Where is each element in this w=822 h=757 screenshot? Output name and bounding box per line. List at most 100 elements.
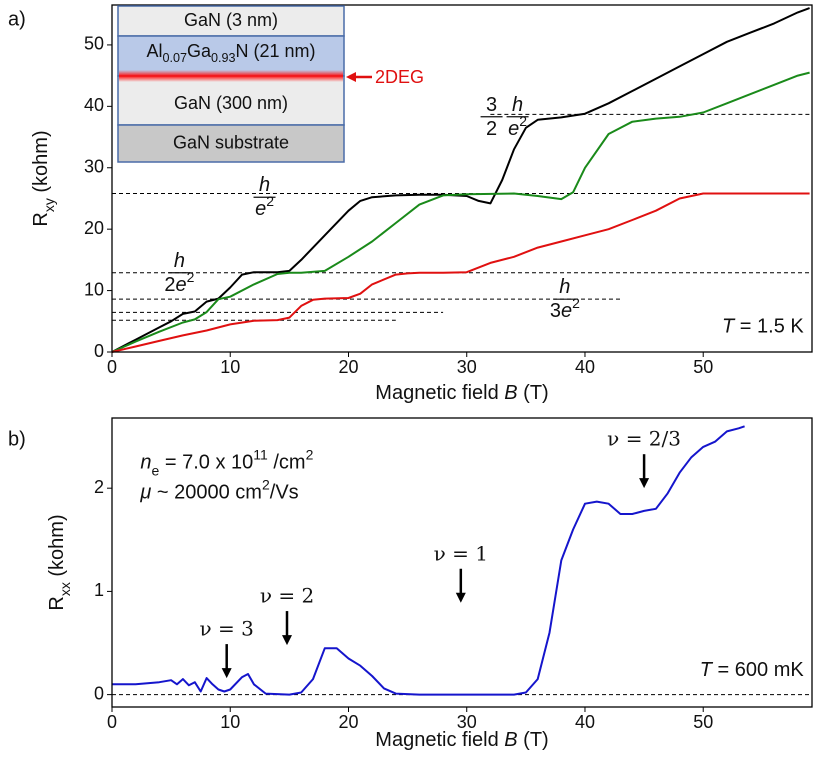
x-tick-label: 10 — [220, 357, 240, 377]
text-part: 3 — [550, 300, 561, 322]
data-line — [111, 7, 810, 353]
text-part: 0.07 — [162, 51, 187, 65]
arrow-head — [639, 478, 650, 489]
text-part: 2 — [187, 268, 195, 284]
annotation: T = 600 mK — [700, 659, 805, 681]
inset-layer-label: GaN (3 nm) — [184, 10, 278, 30]
text-part: 2 — [572, 295, 580, 311]
arrow-head — [221, 668, 232, 679]
y-tick-label: 20 — [84, 218, 104, 238]
arrow-label: ν = 1 — [434, 541, 488, 565]
x-tick-label: 30 — [457, 357, 477, 377]
y-tick-label: 30 — [84, 157, 104, 177]
text-part: GaN (300 nm) — [174, 93, 288, 113]
y-tick-label: 2 — [94, 477, 104, 497]
text-part: N (21 nm) — [236, 41, 316, 61]
arrow-label: ν = 2 — [260, 584, 314, 608]
text-part: 2 — [519, 112, 527, 128]
text-part: B — [504, 729, 517, 751]
fraction-denominator: e2 — [255, 193, 274, 221]
text-part: /Vs — [270, 482, 299, 504]
inset-layer-label: Al0.07Ga0.93N (21 nm) — [146, 41, 315, 66]
x-tick-label: 50 — [693, 357, 713, 377]
text-part: (kohm) — [46, 514, 68, 582]
text-part: T — [700, 659, 714, 681]
x-tick-label: 20 — [338, 712, 358, 732]
arrow-label: ν = 2/3 — [607, 427, 681, 451]
text-part: 2 — [266, 193, 274, 209]
text-part: GaN substrate — [173, 132, 289, 152]
arrow-label: ν = 3 — [200, 617, 254, 641]
inset-marker-label: 2DEG — [375, 67, 424, 87]
text-part: 2 — [262, 476, 270, 492]
arrow-head — [282, 635, 292, 646]
y-tick-label: 10 — [84, 279, 104, 299]
text-part: Magnetic field — [375, 729, 504, 751]
x-tick-label: 0 — [107, 712, 117, 732]
text-part: Al — [146, 41, 162, 61]
fraction-numerator: h — [259, 175, 270, 197]
data-line — [111, 192, 810, 353]
text-part: /cm — [268, 452, 306, 474]
text-part: Ga — [187, 41, 212, 61]
text-part: 11 — [253, 446, 268, 462]
panel-label: a) — [8, 8, 26, 30]
inset-layer-label: GaN substrate — [173, 132, 289, 152]
text-part: 2 — [486, 118, 497, 140]
panel-label: b) — [8, 428, 26, 450]
text-part: h — [259, 175, 270, 197]
text-part: 2 — [306, 446, 314, 462]
fraction-denominator: e2 — [508, 112, 527, 140]
inset-layer-label: GaN (300 nm) — [174, 93, 288, 113]
y-axis-label: Rxx (kohm) — [46, 514, 72, 610]
text-part: Magnetic field — [375, 382, 504, 404]
text-part: 3 — [486, 94, 497, 116]
text-part: B — [504, 382, 517, 404]
text-part: h — [174, 250, 185, 272]
x-tick-label: 20 — [338, 357, 358, 377]
x-tick-label: 30 — [457, 712, 477, 732]
x-tick-label: 40 — [575, 712, 595, 732]
text-part: xx — [57, 582, 73, 596]
text-part: = 7.0 x 10 — [159, 452, 253, 474]
text-part: (T) — [518, 729, 549, 751]
x-axis-label: Magnetic field B (T) — [375, 382, 548, 404]
data-line — [112, 425, 745, 696]
text-part: T — [722, 316, 736, 338]
text-part: = 600 mK — [712, 659, 804, 681]
x-axis-label: Magnetic field B (T) — [375, 729, 548, 751]
x-tick-label: 10 — [220, 712, 240, 732]
annotation: T = 1.5 K — [722, 316, 804, 338]
y-tick-label: 0 — [94, 683, 104, 703]
fraction-denominator: 3e2 — [550, 295, 580, 323]
text-part: 0.93 — [211, 51, 236, 65]
plot-frame — [111, 4, 813, 353]
two-deg-band — [119, 70, 343, 82]
fraction-numerator: h — [174, 250, 185, 272]
text-part: e — [508, 118, 519, 140]
x-tick-label: 0 — [107, 357, 117, 377]
text-part: e — [255, 199, 266, 221]
text-part: h — [512, 94, 523, 116]
marker-arrow-head — [346, 72, 356, 82]
arrow-head — [455, 592, 466, 603]
x-tick-label: 50 — [693, 712, 713, 732]
inset-layer — [117, 75, 345, 126]
text-part: R — [30, 212, 52, 226]
text-part: xy — [41, 198, 57, 212]
text-part: = 1.5 K — [734, 316, 804, 338]
text-part: (kohm) — [30, 130, 52, 198]
annotation: μ ~ 20000 cm2/Vs — [139, 476, 298, 504]
plot-frame — [111, 417, 813, 708]
text-part: R — [46, 596, 68, 610]
text-part: 2 — [164, 274, 175, 296]
text-part: (T) — [518, 382, 549, 404]
text-part: μ — [139, 482, 151, 504]
y-tick-label: 1 — [94, 580, 104, 600]
inset-layer — [117, 124, 345, 163]
text-part: e — [561, 300, 572, 322]
data-line — [111, 71, 810, 353]
y-tick-label: 0 — [94, 341, 104, 361]
text-part: n — [140, 452, 151, 474]
